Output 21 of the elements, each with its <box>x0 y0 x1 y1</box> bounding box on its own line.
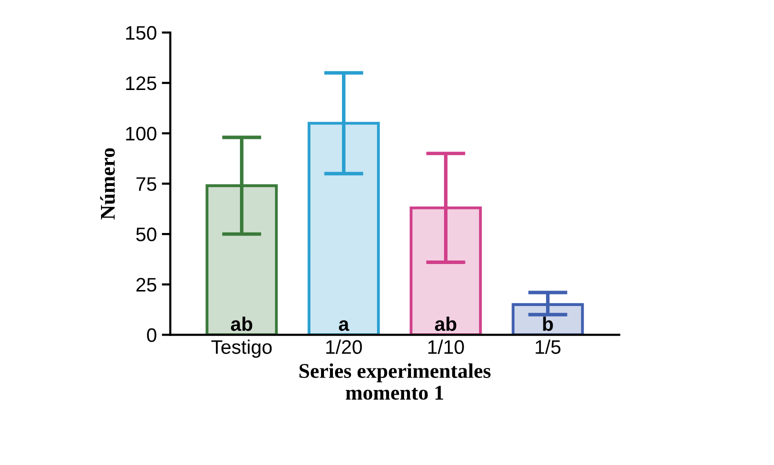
bar <box>308 122 380 335</box>
annotation: ab <box>434 316 456 331</box>
bar <box>410 206 482 335</box>
y-tick-label: 25 <box>136 278 156 292</box>
x-tick-label: 1/10 <box>428 340 464 354</box>
y-tick-label: 150 <box>126 26 156 40</box>
x-tick-label: 1/5 <box>536 340 560 354</box>
bar <box>206 184 278 335</box>
y-tick-label: 50 <box>136 228 156 242</box>
y-axis-title: Número <box>100 148 115 220</box>
annotation: a <box>338 320 350 331</box>
x-tick-label: 1/20 <box>326 340 362 354</box>
y-tick-label: 75 <box>136 177 156 191</box>
annotation: ab <box>230 316 252 331</box>
y-tick-label: 125 <box>126 76 156 90</box>
y-tick-label: 100 <box>126 126 156 141</box>
x-axis-title: Series experimentales momento 1 <box>300 363 491 400</box>
y-tick-label: 0 <box>147 328 156 342</box>
bar <box>512 303 584 335</box>
x-tick-label: Testigo <box>211 340 272 358</box>
annotation: b <box>543 316 553 331</box>
